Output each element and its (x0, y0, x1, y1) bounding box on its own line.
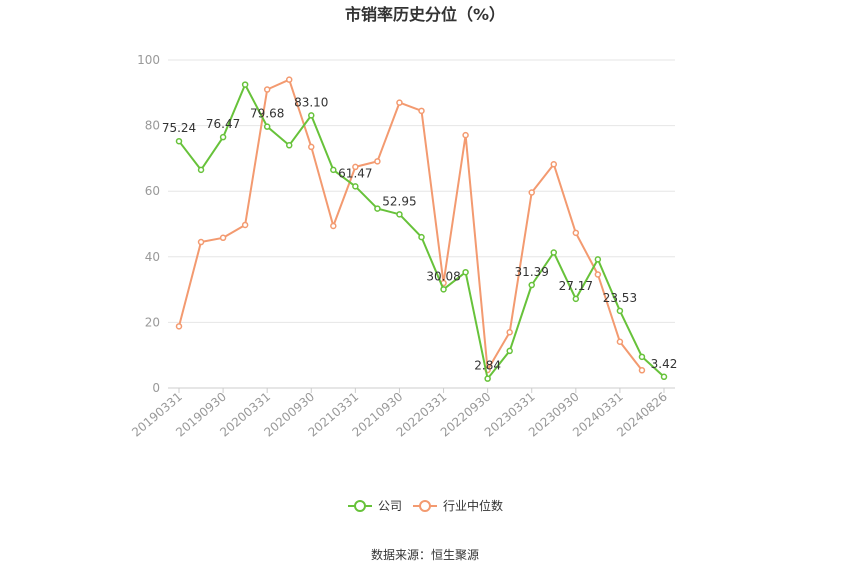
industry-point (330, 222, 337, 230)
company-point (462, 268, 469, 276)
company-point (374, 205, 381, 212)
y-tick-label: 20 (145, 315, 160, 329)
company-point (638, 353, 646, 361)
legend-industry-marker (419, 500, 431, 512)
legend-item-industry[interactable]: 行业中位数 (413, 498, 503, 513)
industry-point (352, 163, 359, 171)
company-data-label: 2.84 (474, 359, 501, 373)
company-point (263, 123, 271, 130)
industry-point (175, 323, 183, 330)
legend-industry-label: 行业中位数 (443, 498, 503, 513)
data-labels: 75.24 76.47 79.68 83.10 61.47 52.95 30.08 2.84 3… (162, 95, 678, 372)
company-data-label: 3.42 (651, 357, 678, 371)
industry-line (178, 78, 643, 371)
company-point (594, 256, 602, 263)
industry-point (285, 76, 293, 83)
company-data-label: 83.10 (294, 95, 328, 109)
legend-item-company[interactable]: 公司 (348, 499, 402, 513)
data-source: 数据来源：恒生聚源 (371, 547, 479, 562)
industry-point (197, 238, 205, 246)
company-data-label: 61.47 (338, 166, 372, 180)
x-axis: 2019033120190930202003312020093020210331… (129, 387, 675, 440)
y-tick-label: 0 (152, 381, 160, 395)
series-group (175, 76, 668, 382)
company-data-label: 52.95 (382, 194, 416, 208)
company-point (285, 142, 293, 149)
industry-point (572, 229, 580, 237)
company-point (660, 373, 668, 381)
company-point (572, 295, 580, 303)
industry-point (396, 99, 403, 106)
industry-point (550, 161, 558, 168)
industry-point (638, 367, 646, 374)
legend-company-label: 公司 (378, 499, 402, 513)
industry-point (308, 143, 315, 151)
company-data-label: 75.24 (162, 121, 196, 135)
industry-point (506, 328, 513, 336)
company-point (418, 233, 425, 241)
company-point (241, 81, 249, 88)
company-data-label: 76.47 (206, 117, 240, 131)
industry-point (374, 158, 381, 165)
company-data-label: 27.17 (559, 279, 593, 293)
company-point (440, 286, 447, 293)
company-point (330, 166, 337, 174)
industry-point (418, 107, 425, 115)
y-axis: 0 20 40 60 80 100 (137, 53, 160, 395)
company-point (175, 137, 183, 145)
industry-point (462, 131, 469, 139)
y-tick-label: 100 (137, 53, 160, 67)
y-tick-label: 60 (145, 184, 160, 198)
company-point (352, 183, 359, 190)
company-data-label: 30.08 (426, 269, 460, 283)
company-data-label: 79.68 (250, 107, 284, 121)
industry-point (616, 338, 624, 346)
legend[interactable]: 公司 行业中位数 (348, 498, 503, 513)
industry-point (528, 189, 535, 196)
company-line (178, 83, 665, 380)
company-point (484, 375, 491, 382)
industry-point (594, 271, 602, 278)
industry-point (241, 221, 249, 229)
company-data-label: 23.53 (603, 291, 637, 305)
legend-company-marker (354, 500, 366, 512)
y-tick-label: 80 (145, 119, 160, 133)
company-point (506, 347, 513, 355)
company-point (550, 249, 558, 256)
company-point (616, 307, 624, 315)
company-point (528, 281, 535, 289)
company-point (197, 166, 205, 174)
industry-point (219, 234, 227, 242)
industry-point (263, 86, 271, 93)
company-point (308, 112, 315, 119)
y-tick-label: 40 (145, 250, 160, 264)
company-point (396, 211, 403, 218)
chart-title: 市销率历史分位（%） (345, 5, 505, 24)
company-point (219, 133, 227, 141)
y-gridlines (168, 59, 675, 323)
company-data-label: 31.39 (515, 265, 549, 279)
